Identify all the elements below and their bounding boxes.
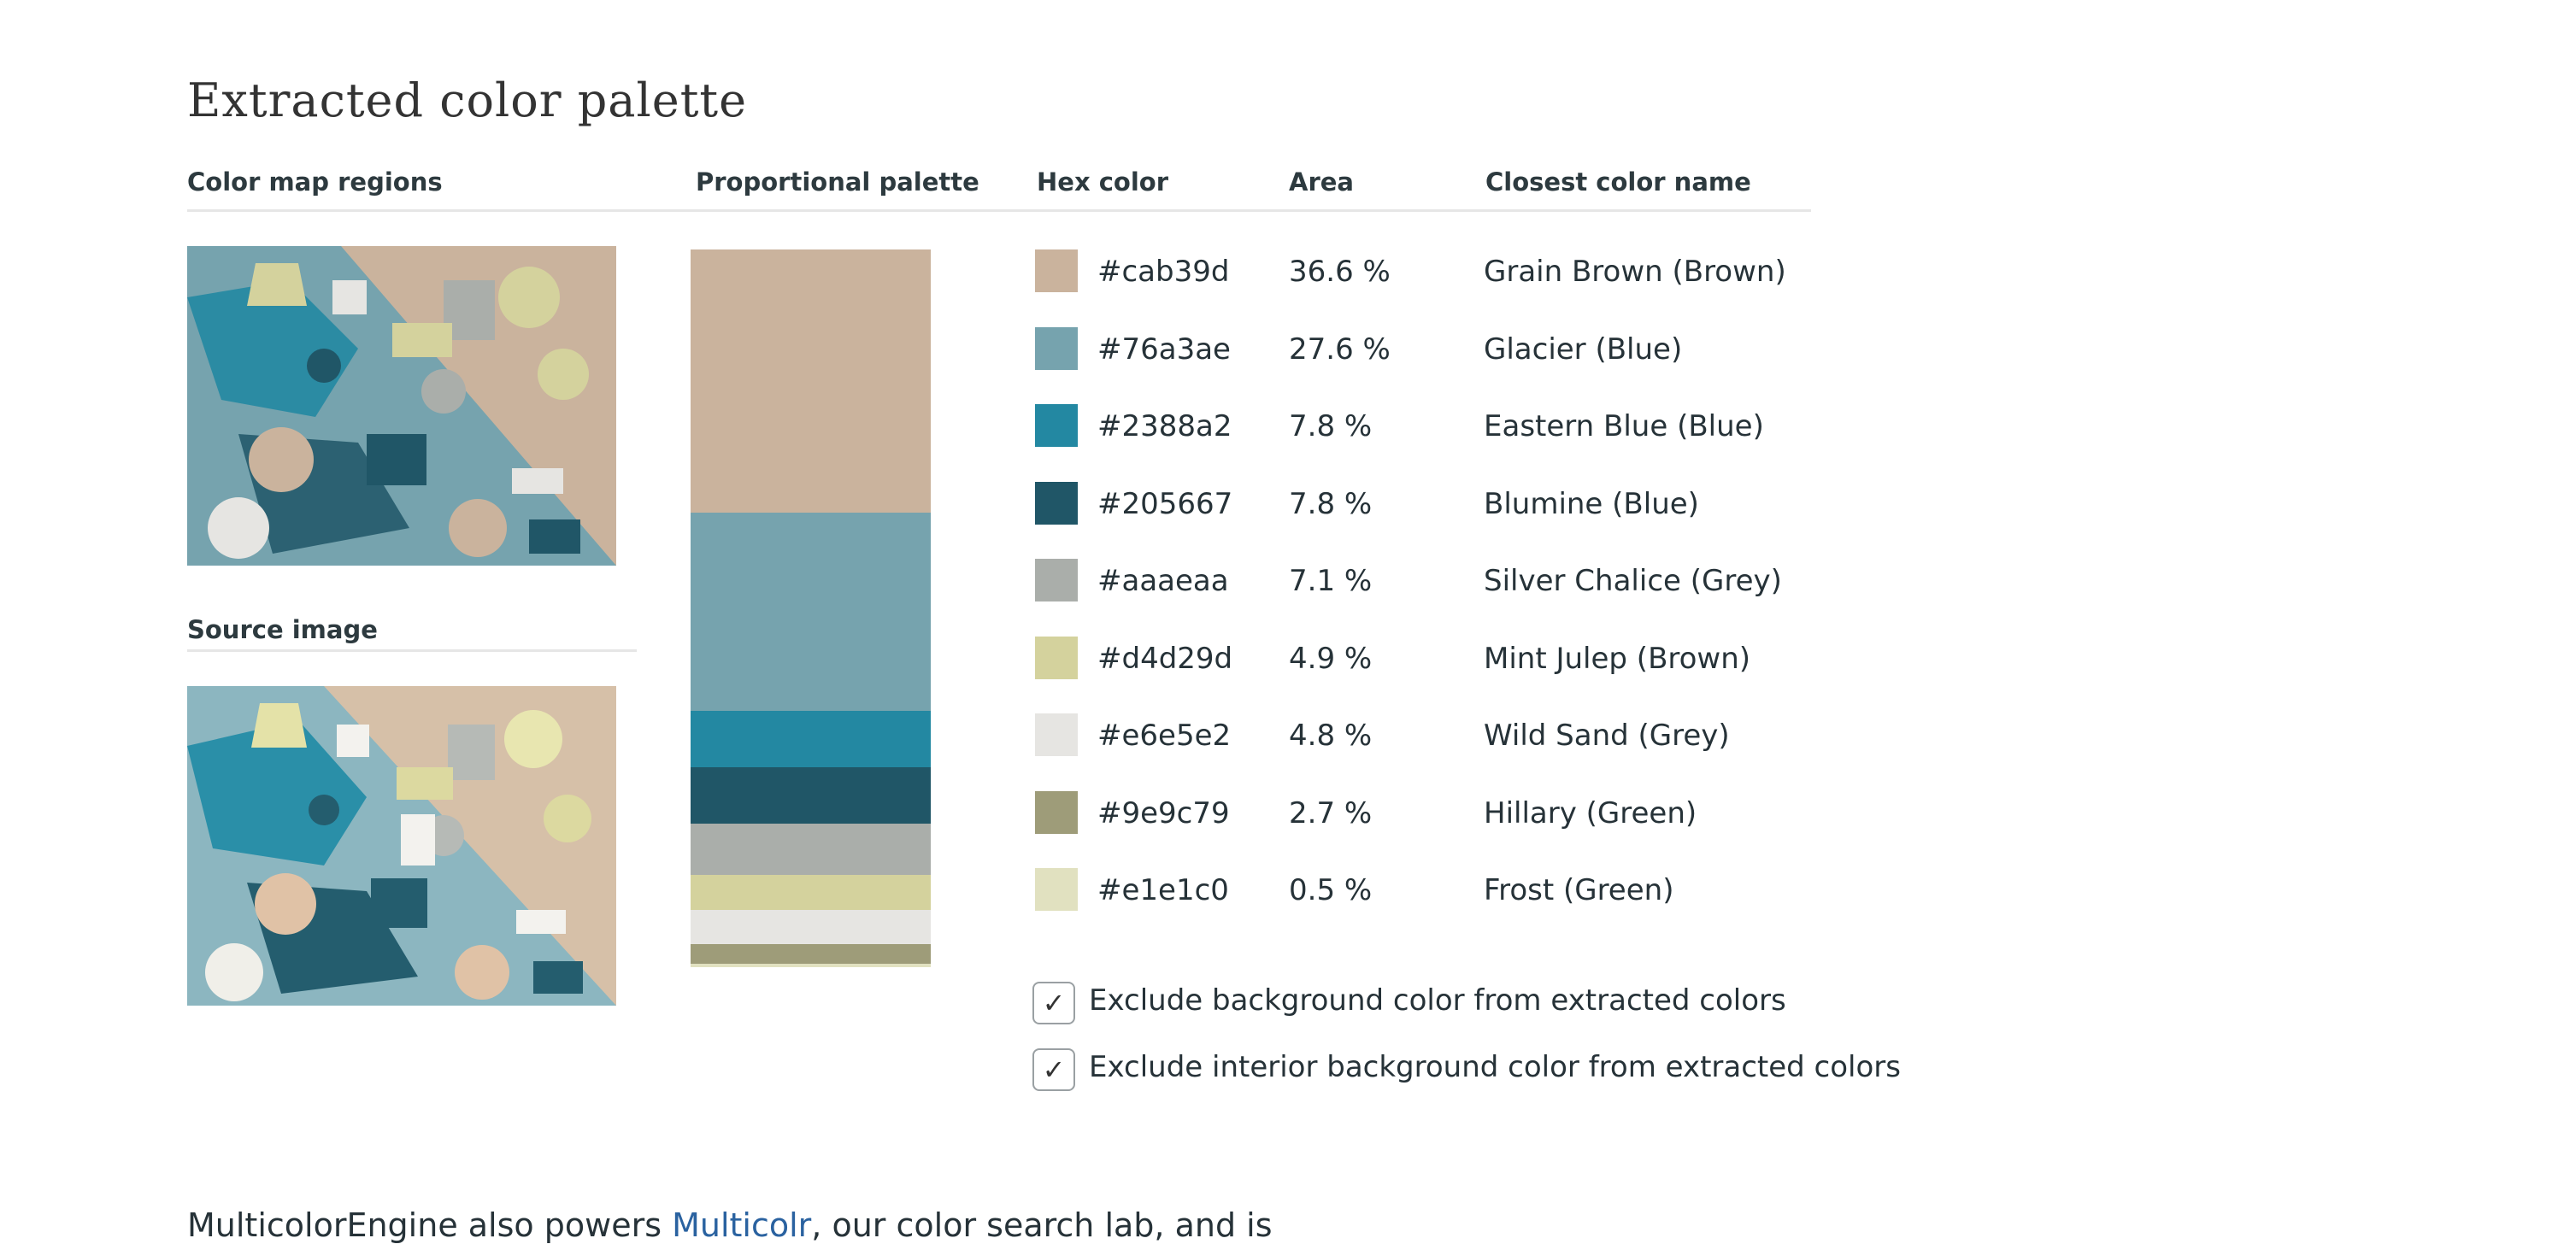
color-swatch (1035, 637, 1078, 679)
palette-row: #e6e5e2 4.8 % Wild Sand (Grey) (1035, 713, 1804, 790)
palette-segment (691, 944, 931, 964)
palette-segment (691, 964, 931, 967)
area-value: 36.6 % (1289, 255, 1391, 289)
palette-segment (691, 249, 931, 513)
source-image-label: Source image (187, 615, 378, 644)
palette-row: #aaaeaa 7.1 % Silver Chalice (Grey) (1035, 559, 1804, 636)
proportional-palette-bar (691, 249, 931, 969)
hex-value: #aaaeaa (1097, 564, 1229, 598)
hex-value: #2388a2 (1097, 409, 1232, 443)
palette-segment (691, 910, 931, 944)
closest-color-name: Frost (Green) (1484, 873, 1674, 907)
hex-value: #76a3ae (1097, 332, 1231, 367)
palette-row: #205667 7.8 % Blumine (Blue) (1035, 482, 1804, 559)
closest-color-name: Wild Sand (Grey) (1484, 719, 1730, 753)
color-swatch (1035, 404, 1078, 447)
source-divider (187, 649, 637, 652)
page-title: Extracted color palette (187, 73, 748, 127)
closest-color-name: Blumine (Blue) (1484, 487, 1699, 521)
exclude-background-checkbox[interactable]: ✓ (1032, 982, 1075, 1024)
exclude-interior-background-label[interactable]: Exclude interior background color from e… (1089, 1050, 1901, 1084)
color-swatch (1035, 249, 1078, 292)
palette-segment (691, 875, 931, 910)
palette-segment (691, 513, 931, 711)
hex-value: #d4d29d (1097, 642, 1233, 676)
color-swatch (1035, 327, 1078, 370)
multicolr-link[interactable]: Multicolr (672, 1206, 812, 1244)
hex-value: #205667 (1097, 487, 1233, 521)
color-swatch (1035, 868, 1078, 911)
palette-row: #cab39d 36.6 % Grain Brown (Brown) (1035, 249, 1804, 326)
header-divider (187, 209, 1811, 212)
color-swatch (1035, 559, 1078, 601)
closest-color-name: Eastern Blue (Blue) (1484, 409, 1764, 443)
area-value: 27.6 % (1289, 332, 1391, 367)
exclude-background-option[interactable]: ✓ Exclude background color from extracte… (1032, 982, 1802, 1024)
palette-row: #d4d29d 4.9 % Mint Julep (Brown) (1035, 637, 1804, 713)
palette-row: #76a3ae 27.6 % Glacier (Blue) (1035, 327, 1804, 404)
footer-text-after: , our color search lab, and is (811, 1206, 1273, 1244)
area-value: 7.8 % (1289, 487, 1373, 521)
palette-segment (691, 767, 931, 824)
col-header-color-map: Color map regions (187, 167, 443, 197)
exclude-interior-background-option[interactable]: ✓ Exclude interior background color from… (1032, 1048, 1901, 1091)
hex-value: #e1e1c0 (1097, 873, 1229, 907)
area-value: 7.8 % (1289, 409, 1373, 443)
area-value: 4.9 % (1289, 642, 1373, 676)
color-swatch (1035, 791, 1078, 834)
palette-row: #2388a2 7.8 % Eastern Blue (Blue) (1035, 404, 1804, 481)
col-header-closest-name: Closest color name (1485, 167, 1751, 197)
source-image (187, 686, 616, 1006)
palette-segment (691, 711, 931, 767)
closest-color-name: Silver Chalice (Grey) (1484, 564, 1782, 598)
hex-value: #9e9c79 (1097, 796, 1230, 830)
col-header-hex: Hex color (1037, 167, 1169, 197)
area-value: 0.5 % (1289, 873, 1373, 907)
color-map-image (187, 246, 616, 566)
palette-row: #9e9c79 2.7 % Hillary (Green) (1035, 791, 1804, 868)
area-value: 7.1 % (1289, 564, 1373, 598)
closest-color-name: Mint Julep (Brown) (1484, 642, 1751, 676)
color-swatch (1035, 713, 1078, 756)
palette-row: #e1e1c0 0.5 % Frost (Green) (1035, 868, 1804, 945)
closest-color-name: Glacier (Blue) (1484, 332, 1683, 367)
color-swatch (1035, 482, 1078, 525)
closest-color-name: Grain Brown (Brown) (1484, 255, 1786, 289)
hex-value: #cab39d (1097, 255, 1230, 289)
footer-text-before: MulticolorEngine also powers (187, 1206, 673, 1244)
area-value: 2.7 % (1289, 796, 1373, 830)
palette-segment (691, 824, 931, 875)
hex-value: #e6e5e2 (1097, 719, 1232, 753)
col-header-area: Area (1289, 167, 1354, 197)
exclude-interior-background-checkbox[interactable]: ✓ (1032, 1048, 1075, 1091)
exclude-background-label[interactable]: Exclude background color from extracted … (1089, 983, 1786, 1018)
closest-color-name: Hillary (Green) (1484, 796, 1697, 830)
area-value: 4.8 % (1289, 719, 1373, 753)
col-header-proportional: Proportional palette (696, 167, 979, 197)
footer-text: MulticolorEngine also powers Multicolr, … (187, 1206, 1273, 1244)
